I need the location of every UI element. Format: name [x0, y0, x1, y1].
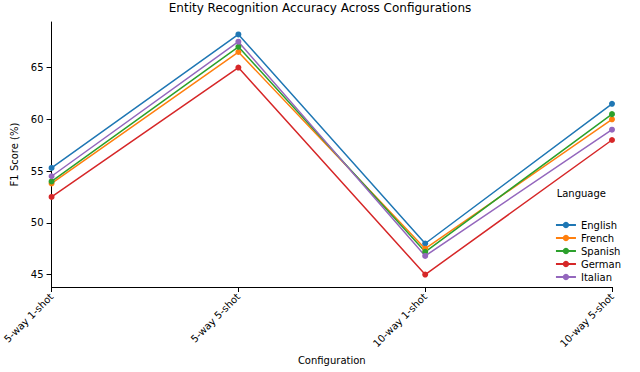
svg-text:Language: Language: [557, 188, 606, 199]
svg-text:French: French: [581, 233, 614, 244]
svg-text:10-way 1-shot: 10-way 1-shot: [371, 291, 429, 349]
svg-text:5-way 5-shot: 5-way 5-shot: [189, 291, 243, 345]
svg-text:45: 45: [31, 269, 44, 280]
svg-text:F1 Score (%): F1 Score (%): [9, 123, 20, 187]
svg-text:50: 50: [31, 217, 44, 228]
svg-text:Italian: Italian: [581, 272, 612, 283]
svg-text:English: English: [581, 220, 617, 231]
svg-text:10-way 5-shot: 10-way 5-shot: [558, 291, 616, 349]
svg-text:55: 55: [31, 166, 44, 177]
svg-text:60: 60: [31, 114, 44, 125]
svg-text:5-way 1-shot: 5-way 1-shot: [2, 291, 56, 345]
svg-text:Entity Recognition Accuracy Ac: Entity Recognition Accuracy Across Confi…: [169, 1, 471, 15]
svg-text:Spanish: Spanish: [581, 246, 621, 257]
svg-text:Configuration: Configuration: [298, 355, 366, 366]
svg-text:65: 65: [31, 62, 44, 73]
svg-text:German: German: [581, 259, 621, 270]
